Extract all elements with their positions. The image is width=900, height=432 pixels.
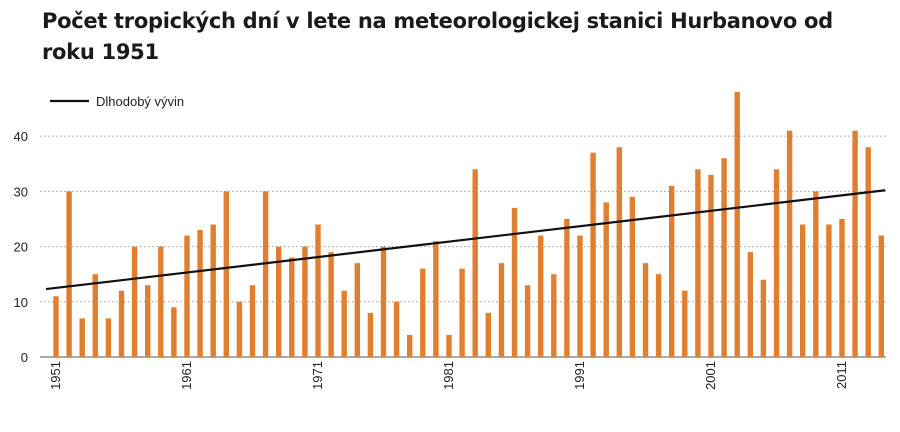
bar-1989 xyxy=(551,274,557,357)
x-tick-label: 1981 xyxy=(441,361,456,390)
bar-1972 xyxy=(328,252,334,357)
bar-1959 xyxy=(158,246,164,357)
bar-1995 xyxy=(629,196,636,357)
bar-1963 xyxy=(210,224,216,357)
y-tick-label: 10 xyxy=(14,295,28,310)
bar-1988 xyxy=(538,235,544,357)
bar-1985 xyxy=(498,263,505,357)
bar-1969 xyxy=(289,257,295,357)
bar-1990 xyxy=(564,218,570,357)
y-tick-label: 20 xyxy=(14,240,28,255)
bar-1955 xyxy=(105,318,112,357)
bar-1954 xyxy=(92,274,98,357)
bar-1970 xyxy=(302,246,308,357)
chart-title: Počet tropických dní v lete na meteorolo… xyxy=(42,9,833,64)
y-tick-label: 0 xyxy=(21,350,28,365)
bar-2001 xyxy=(708,174,714,357)
legend-label: Dlhodobý vývin xyxy=(96,94,184,109)
bar-1971 xyxy=(315,224,321,357)
bar-1996 xyxy=(642,263,649,357)
bar-1997 xyxy=(655,274,662,357)
bar-1973 xyxy=(341,290,347,357)
bar-1966 xyxy=(249,285,256,357)
bar-1979 xyxy=(420,268,426,357)
bar-1977 xyxy=(393,301,400,357)
bar-2004 xyxy=(747,252,753,357)
bar-1974 xyxy=(354,263,360,357)
bar-2007 xyxy=(786,130,793,357)
y-tick-label: 40 xyxy=(14,129,28,144)
bar-2012 xyxy=(852,130,858,357)
bar-2008 xyxy=(800,224,806,357)
bar-1964 xyxy=(223,191,229,357)
bar-1994 xyxy=(616,147,622,357)
bar-1961 xyxy=(184,235,190,357)
bar-1958 xyxy=(145,285,151,357)
x-tick-label: 2011 xyxy=(834,361,849,389)
x-tick-label: 1991 xyxy=(572,361,587,390)
bar-1978 xyxy=(407,334,413,357)
bar-1981 xyxy=(446,334,452,357)
bar-1983 xyxy=(472,169,478,357)
bar-2006 xyxy=(773,169,780,357)
bar-2009 xyxy=(813,191,819,357)
x-tick-label: 1951 xyxy=(48,361,63,390)
bar-1960 xyxy=(171,307,177,357)
bar-1984 xyxy=(485,312,491,357)
bar-2000 xyxy=(695,169,701,357)
bar-1986 xyxy=(511,207,518,357)
bar-1957 xyxy=(131,246,138,357)
bar-2013 xyxy=(865,147,871,357)
bar-2002 xyxy=(721,158,727,357)
x-tick-label: 1961 xyxy=(179,361,194,390)
bar-1956 xyxy=(118,290,125,357)
bar-1982 xyxy=(459,268,465,357)
bar-1980 xyxy=(433,241,439,357)
bar-1968 xyxy=(276,246,282,357)
trend-line xyxy=(45,189,886,291)
bar-2005 xyxy=(760,279,767,357)
bar-1991 xyxy=(577,235,583,357)
bar-1951 xyxy=(53,296,59,357)
bar-1975 xyxy=(367,312,374,357)
bar-1967 xyxy=(262,191,269,357)
x-tick-label: 1971 xyxy=(310,361,325,390)
bar-2014 xyxy=(878,235,884,357)
bar-1976 xyxy=(380,246,387,357)
bar-1965 xyxy=(236,301,243,357)
x-tick-label: 2001 xyxy=(703,361,718,390)
bar-2010 xyxy=(826,224,832,357)
y-tick-label: 30 xyxy=(14,184,28,199)
bar-1998 xyxy=(669,185,675,357)
bar-2003 xyxy=(734,92,740,357)
bar-1999 xyxy=(682,290,688,357)
bar-2011 xyxy=(839,218,845,357)
bar-1962 xyxy=(197,230,203,357)
bar-1953 xyxy=(79,318,85,357)
bar-1992 xyxy=(590,152,596,357)
bar-1952 xyxy=(66,191,72,357)
bar-1993 xyxy=(603,202,609,357)
bar-1987 xyxy=(524,285,531,357)
